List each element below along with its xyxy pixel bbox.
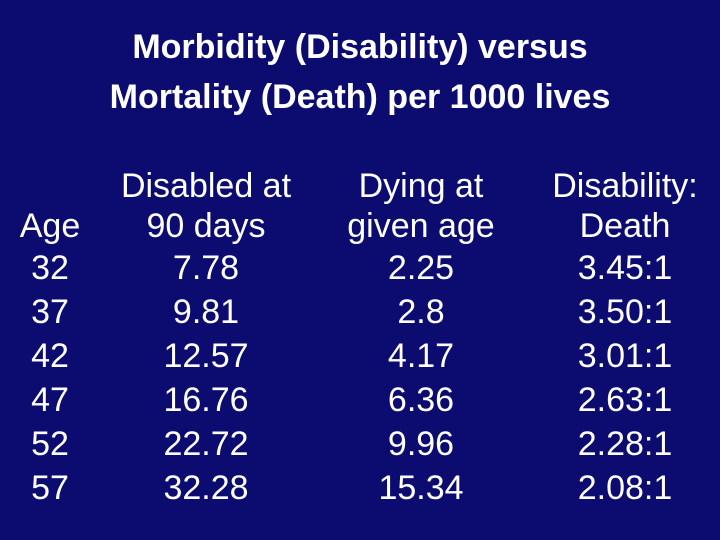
dying-cell: 6.36 bbox=[387, 381, 455, 419]
ratio-cell: 2.08:1 bbox=[577, 469, 673, 507]
age-cell: 42 bbox=[31, 337, 69, 375]
header-disabled-line2: 90 days bbox=[146, 207, 266, 245]
header-ratio-line1: Disability: bbox=[552, 167, 698, 205]
header-ratio-line2: Death bbox=[579, 207, 671, 245]
table-row: 47 16.76 6.36 2.63:1 bbox=[0, 378, 720, 422]
table-row: 52 22.72 9.96 2.28:1 bbox=[0, 422, 720, 466]
ratio-cell: 3.01:1 bbox=[577, 337, 673, 375]
dying-cell: 2.25 bbox=[387, 249, 455, 287]
title-line-1: Morbidity (Disability) versus bbox=[132, 28, 588, 66]
table-row: 42 12.57 4.17 3.01:1 bbox=[0, 334, 720, 378]
disabled-cell: 7.78 bbox=[172, 249, 240, 287]
header-age-line1 bbox=[0, 166, 100, 206]
header-disabled: Disabled at 90 days bbox=[100, 166, 312, 246]
age-cell: 47 bbox=[31, 381, 69, 419]
age-cell: 52 bbox=[31, 425, 69, 463]
slide-title: Morbidity (Disability) versus Mortality … bbox=[0, 22, 720, 122]
disabled-cell: 9.81 bbox=[172, 293, 240, 331]
age-cell: 32 bbox=[31, 249, 69, 287]
header-dying-line2: given age bbox=[347, 207, 495, 245]
table-row: 32 7.78 2.25 3.45:1 bbox=[0, 246, 720, 290]
dying-cell: 2.8 bbox=[397, 293, 445, 331]
disabled-cell: 16.76 bbox=[163, 381, 249, 419]
header-dying-line1: Dying at bbox=[358, 167, 484, 205]
ratio-cell: 3.50:1 bbox=[577, 293, 673, 331]
disabled-cell: 22.72 bbox=[163, 425, 249, 463]
table-row: 57 32.28 15.34 2.08:1 bbox=[0, 466, 720, 510]
disabled-cell: 32.28 bbox=[163, 469, 249, 507]
age-cell: 37 bbox=[31, 293, 69, 331]
ratio-cell: 2.63:1 bbox=[577, 381, 673, 419]
age-cell: 57 bbox=[31, 469, 69, 507]
header-dying: Dying at given age bbox=[312, 166, 530, 246]
data-table: Age Disabled at 90 days Dying at given a… bbox=[0, 166, 720, 510]
dying-cell: 15.34 bbox=[378, 469, 464, 507]
disabled-cell: 12.57 bbox=[163, 337, 249, 375]
ratio-cell: 2.28:1 bbox=[577, 425, 673, 463]
header-age: Age bbox=[0, 166, 100, 246]
header-row: Age Disabled at 90 days Dying at given a… bbox=[0, 166, 720, 246]
dying-cell: 4.17 bbox=[387, 337, 455, 375]
header-ratio: Disability: Death bbox=[530, 166, 720, 246]
title-line-2: Mortality (Death) per 1000 lives bbox=[109, 78, 611, 116]
ratio-cell: 3.45:1 bbox=[577, 249, 673, 287]
table-row: 37 9.81 2.8 3.50:1 bbox=[0, 290, 720, 334]
header-disabled-line1: Disabled at bbox=[120, 167, 292, 205]
header-age-line2: Age bbox=[19, 207, 81, 245]
dying-cell: 9.96 bbox=[387, 425, 455, 463]
